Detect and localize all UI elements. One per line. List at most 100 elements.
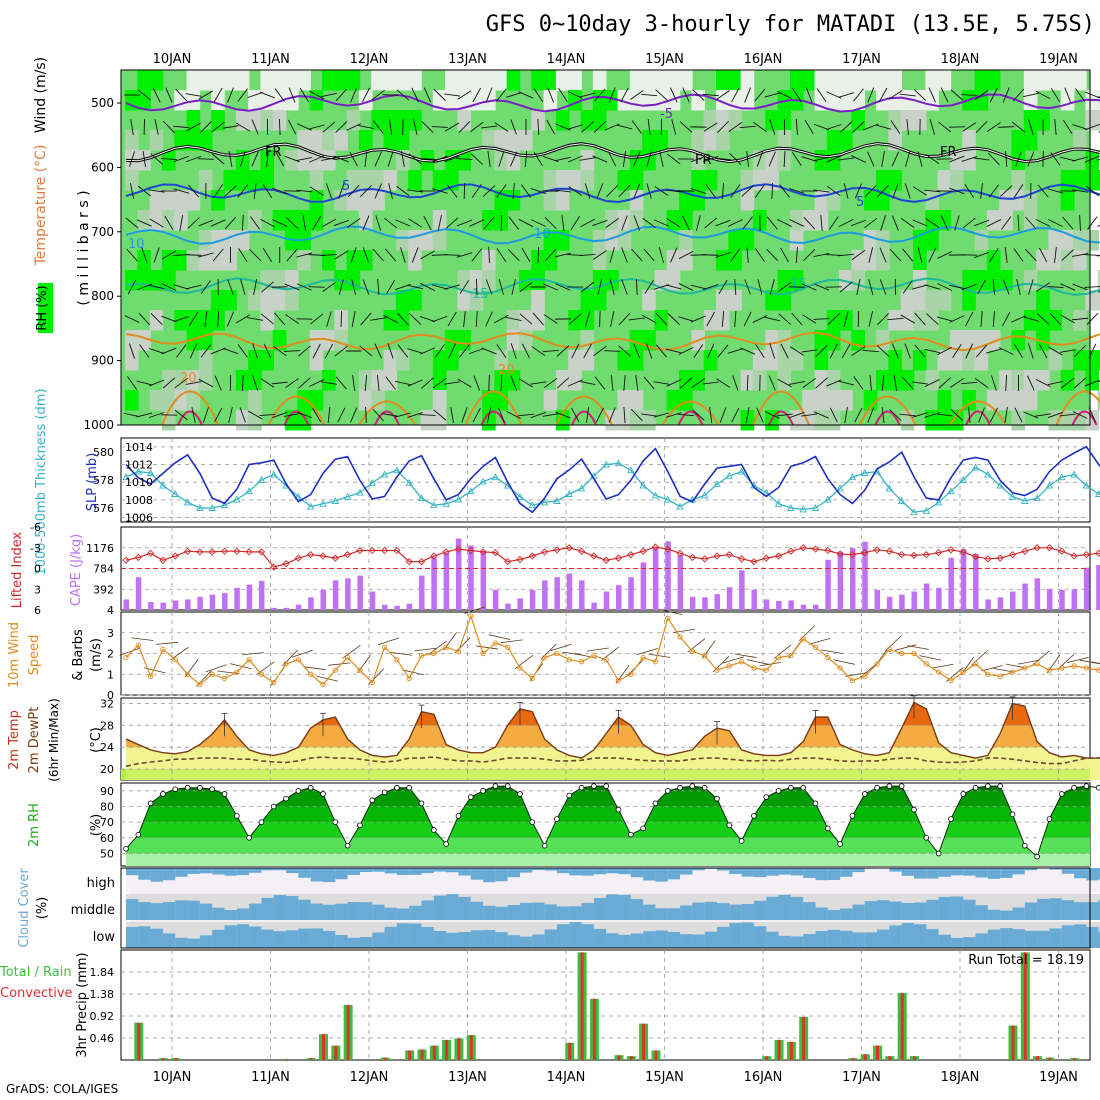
wind10m-point xyxy=(209,671,215,677)
wind-barb xyxy=(902,376,914,390)
isotherm-label: 5 xyxy=(856,195,864,210)
cape-bar xyxy=(1083,567,1090,610)
rh-cell xyxy=(716,130,730,151)
wind-barb xyxy=(240,279,246,295)
rh-cell xyxy=(469,90,484,111)
wind-barb xyxy=(556,377,570,389)
thickness-point xyxy=(196,504,204,511)
wind-barb xyxy=(827,185,841,197)
wind-barb xyxy=(284,350,301,352)
thickness-point xyxy=(860,469,869,476)
rh-cell xyxy=(814,330,829,351)
wind-barb xyxy=(659,151,664,167)
li-point xyxy=(873,546,881,554)
wind-barb xyxy=(530,187,547,195)
li-point xyxy=(442,548,450,556)
wind10m-barb xyxy=(798,625,816,641)
wind-barb xyxy=(547,87,554,103)
rh-cell xyxy=(802,70,816,91)
rh-cell xyxy=(383,370,398,391)
wind-barb xyxy=(333,219,349,227)
wind-barb xyxy=(745,407,750,423)
cape-bar xyxy=(677,555,684,610)
wind-barb xyxy=(1072,411,1088,419)
wind10m-point xyxy=(862,673,868,679)
rh-cell xyxy=(1060,250,1075,271)
wind-barb xyxy=(385,248,397,262)
wind-barb xyxy=(980,310,983,328)
x-axis-top-label: 11JAN xyxy=(251,52,290,67)
rh-cell xyxy=(629,390,644,411)
cloud-cell xyxy=(790,936,804,948)
wind-barb xyxy=(483,216,495,230)
rh-cell xyxy=(358,250,373,271)
rh-cell xyxy=(666,70,681,91)
wind-barb xyxy=(788,286,805,288)
rh-cell xyxy=(223,290,238,311)
cloud-cell xyxy=(729,868,743,875)
wind-barb xyxy=(715,252,731,258)
thickness-point xyxy=(651,491,660,499)
cape-bar xyxy=(923,583,930,610)
wind10m-point xyxy=(800,636,806,642)
wind-barb xyxy=(705,184,716,198)
wind10m-barb xyxy=(205,664,227,673)
rh-cell xyxy=(925,290,939,311)
rh-cell xyxy=(494,130,508,151)
precip-axis-label: 3hr Precip (mm) xyxy=(75,952,90,1057)
wind10m-barb xyxy=(712,656,730,673)
li-point xyxy=(787,547,795,555)
cloud-cell xyxy=(507,905,521,920)
cloud-bg-cell xyxy=(1024,868,1038,892)
wind-barb xyxy=(263,343,272,359)
wind-barb xyxy=(272,411,288,419)
rh-cell xyxy=(568,70,582,91)
wind-barb xyxy=(395,219,411,227)
wind-barb xyxy=(1072,189,1089,193)
wind-barb xyxy=(973,251,990,259)
cloud-cell xyxy=(790,896,804,920)
wind10m-point xyxy=(849,677,856,684)
li-point xyxy=(1082,551,1091,559)
wind-barb xyxy=(670,87,678,103)
x-axis-bottom-label: 16JAN xyxy=(744,1070,783,1085)
rh-cell xyxy=(506,130,521,151)
rh2m-axis-label: 2m RH xyxy=(27,803,42,847)
wind-barb xyxy=(450,407,454,423)
wind-barb xyxy=(359,185,372,197)
rh2m-point xyxy=(234,813,240,819)
wind-barb xyxy=(778,313,791,325)
wind-barb xyxy=(718,279,728,295)
wind-barb xyxy=(1084,286,1100,288)
wind-barb xyxy=(881,406,885,424)
cloud-cell xyxy=(261,868,275,871)
rh2m-point xyxy=(714,795,720,802)
rh-cell xyxy=(309,170,324,191)
thickness-point xyxy=(984,470,992,478)
wind-barb xyxy=(161,315,177,323)
wind-barb xyxy=(350,247,357,263)
wind-barb xyxy=(967,406,971,424)
wind-barb xyxy=(1050,152,1061,166)
cloud-cell xyxy=(372,904,386,920)
rh-cell xyxy=(223,70,238,91)
cloud-cell xyxy=(261,897,275,920)
rh-cell xyxy=(642,410,656,431)
cape-bar xyxy=(566,573,573,610)
rh-cell xyxy=(383,130,398,151)
wind-barb xyxy=(383,314,398,324)
isotherm-20 xyxy=(125,331,1100,352)
rh-cell xyxy=(1036,370,1050,391)
wind-barb xyxy=(580,281,595,293)
rh2m-point xyxy=(270,803,277,810)
wind-barb xyxy=(524,150,528,168)
isotherm-label: -5 xyxy=(660,107,673,122)
slp-frame xyxy=(120,437,1091,523)
rh-cell xyxy=(555,110,570,131)
isotherm-15 xyxy=(125,277,1100,296)
rh2m-point xyxy=(1009,811,1016,818)
thickness-point xyxy=(934,498,943,506)
cape-bar xyxy=(886,596,893,610)
wind-barb xyxy=(766,248,779,262)
wind10m-point xyxy=(775,655,782,661)
